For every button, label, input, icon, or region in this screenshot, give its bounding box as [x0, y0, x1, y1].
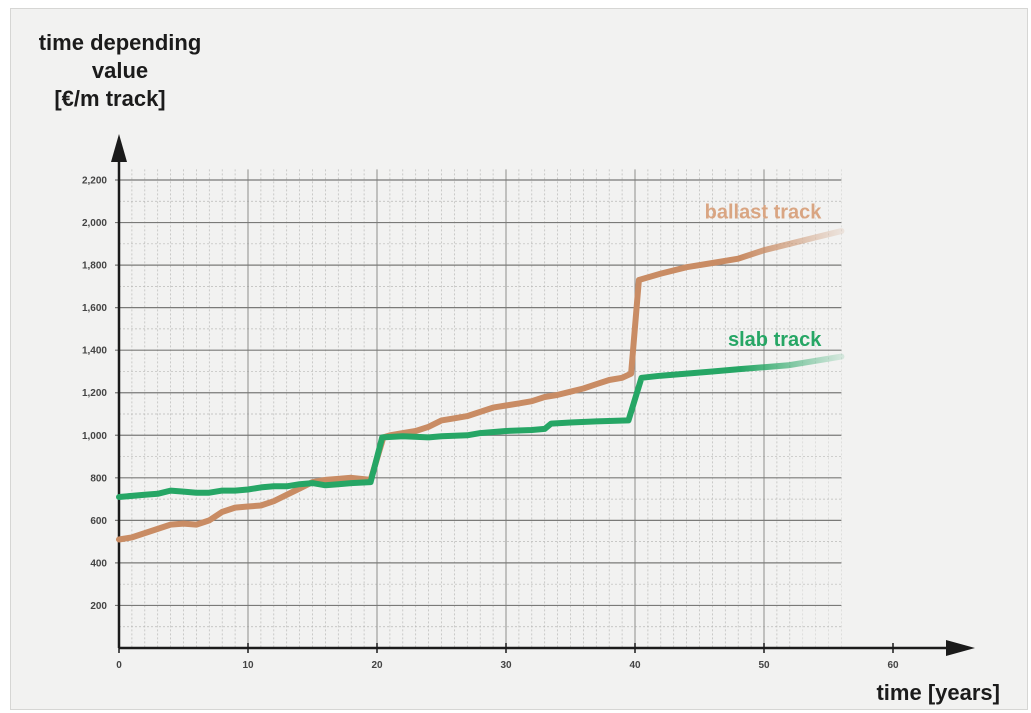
y-tick-label: 2,200 [82, 176, 107, 187]
y-tick-label: 1,000 [82, 431, 107, 442]
y-tick-label: 200 [90, 601, 107, 612]
y-tick-label: 1,200 [82, 388, 107, 399]
x-tick-label: 20 [371, 660, 383, 671]
y-tick-label: 1,800 [82, 261, 107, 272]
y-tick-label: 600 [90, 516, 107, 527]
series-labels: ballast track slab track [705, 201, 823, 351]
series-label-slab-track: slab track [728, 329, 822, 351]
tick-labels: 2004006008001,0001,2001,4001,6001,8002,0… [82, 176, 899, 672]
x-axis-label: time [years] [876, 680, 1000, 705]
series-line-slab-track [116, 353, 845, 500]
series-label-ballast-track: ballast track [705, 201, 823, 223]
x-tick-label: 30 [500, 660, 512, 671]
x-tick-label: 50 [758, 660, 770, 671]
x-axis-arrow [946, 640, 975, 656]
axes [111, 134, 975, 656]
y-tick-label: 1,600 [82, 303, 107, 314]
x-tick-label: 60 [887, 660, 899, 671]
series-line-ballast-track [116, 228, 845, 543]
y-axis-label-line-2: value [92, 58, 148, 83]
x-tick-label: 40 [629, 660, 641, 671]
y-tick-label: 400 [90, 558, 107, 569]
series-lines [116, 228, 845, 543]
y-axis-arrow [111, 134, 127, 162]
y-tick-label: 800 [90, 473, 107, 484]
x-tick-label: 10 [242, 660, 254, 671]
y-tick-label: 2,000 [82, 218, 107, 229]
y-tick-label: 1,400 [82, 346, 107, 357]
major-grid [115, 169, 842, 648]
x-tick-label: 0 [116, 660, 122, 671]
y-axis-label-line-1: time depending [39, 30, 202, 55]
minor-grid [119, 169, 842, 648]
y-axis-label-line-3: [€/m track] [54, 86, 165, 111]
